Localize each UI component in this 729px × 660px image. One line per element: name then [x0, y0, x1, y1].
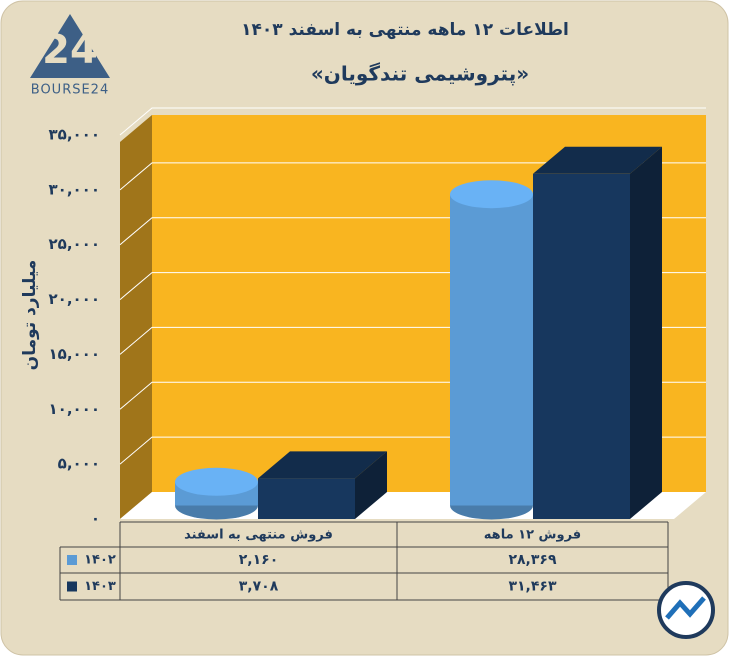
- bar: [450, 194, 533, 506]
- chart-subtitle: «پتروشیمی تندگویان»: [311, 62, 529, 87]
- bar-side: [630, 146, 662, 519]
- y-tick-label: ۳۵,۰۰۰: [49, 126, 100, 144]
- legend-label: ۱۴۰۳: [84, 579, 116, 594]
- value-label: ۳۱,۴۶۳: [508, 579, 556, 595]
- legend-swatch: [67, 581, 77, 592]
- y-tick-label: ۵,۰۰۰: [58, 455, 100, 473]
- x-tick-label: فروش منتهی به اسفند: [184, 528, 333, 543]
- y-tick-label: ۱۵,۰۰۰: [49, 345, 100, 363]
- icon: [657, 581, 715, 639]
- y-axis-label: میلیارد تومان: [20, 260, 40, 371]
- bar-side: [355, 451, 387, 519]
- cylinder-top: [450, 180, 533, 209]
- bar: [258, 478, 355, 519]
- grid-line: [119, 162, 706, 191]
- y-tick-label: ۲۰,۰۰۰: [49, 290, 100, 308]
- y-tick-label: ۲۵,۰۰۰: [49, 235, 100, 253]
- x-tick-label: فروش ۱۲ ماهه: [484, 528, 581, 543]
- bar: [533, 173, 630, 519]
- chart-title: اطلاعات ۱۲ ماهه منتهی به اسفند ۱۴۰۳: [241, 20, 569, 40]
- y-tick-label: ۰: [91, 510, 100, 528]
- y-tick-label: ۱۰,۰۰۰: [49, 400, 100, 418]
- legend-swatch: [67, 555, 77, 565]
- legend-label: ۱۴۰۲: [84, 553, 116, 568]
- cylinder-top: [175, 467, 258, 496]
- grid-line: [119, 107, 706, 136]
- logo-text: BOURSE24: [31, 83, 109, 98]
- value-label: ۲,۱۶۰: [239, 552, 279, 568]
- value-label: ۲۸,۳۶۹: [508, 552, 556, 568]
- svg-text:24: 24: [42, 27, 98, 73]
- value-label: ۳,۷۰۸: [239, 579, 279, 595]
- y-tick-label: ۳۰,۰۰۰: [49, 180, 100, 198]
- bar-top: [533, 146, 662, 174]
- logo: 24: [30, 14, 110, 78]
- bar-top: [258, 451, 387, 479]
